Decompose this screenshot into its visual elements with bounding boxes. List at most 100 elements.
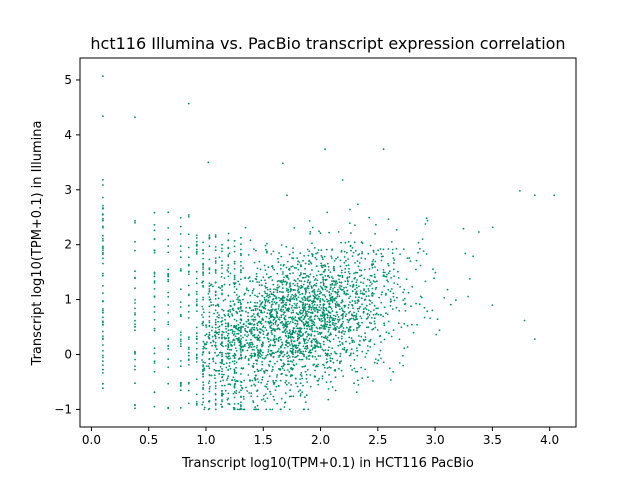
data-point — [331, 301, 334, 303]
data-point — [153, 249, 156, 252]
data-point — [278, 316, 281, 319]
data-point — [378, 335, 381, 338]
data-point — [415, 268, 417, 271]
data-point — [286, 299, 289, 302]
data-point — [287, 354, 290, 357]
data-point — [303, 280, 306, 283]
data-point — [202, 263, 205, 266]
data-point — [256, 301, 259, 304]
data-point — [307, 254, 310, 257]
data-point — [277, 257, 279, 260]
data-point — [232, 334, 235, 336]
data-point — [250, 352, 253, 355]
data-point — [351, 255, 354, 257]
data-point — [187, 381, 190, 384]
data-point — [305, 348, 308, 350]
data-point — [340, 360, 343, 362]
data-point — [349, 325, 352, 328]
data-point — [217, 326, 220, 329]
data-point — [311, 322, 313, 325]
data-point — [324, 268, 326, 271]
data-point — [472, 255, 474, 258]
data-point — [233, 291, 236, 294]
data-point — [102, 272, 104, 275]
data-point — [304, 267, 306, 270]
data-point — [308, 300, 310, 303]
data-point — [302, 311, 305, 313]
data-point — [285, 374, 287, 376]
data-point — [202, 375, 205, 378]
data-point — [356, 279, 358, 281]
data-point — [319, 303, 322, 306]
data-point — [388, 270, 391, 273]
data-point — [221, 342, 223, 344]
data-point — [389, 304, 392, 307]
data-point — [229, 304, 232, 307]
data-point — [400, 326, 403, 329]
data-point — [195, 401, 198, 403]
data-point — [216, 332, 218, 335]
data-point — [306, 335, 308, 338]
data-point — [371, 283, 373, 285]
data-point — [217, 354, 220, 356]
data-point — [201, 359, 203, 361]
data-point — [256, 390, 258, 392]
data-point — [202, 384, 205, 386]
data-point — [331, 249, 333, 251]
data-point — [346, 279, 349, 282]
data-point — [256, 344, 258, 347]
data-point — [287, 345, 289, 348]
data-point — [432, 268, 434, 271]
data-point — [201, 314, 203, 316]
data-point — [218, 328, 221, 331]
data-point — [328, 291, 331, 293]
data-point — [134, 404, 136, 407]
data-point — [277, 350, 280, 353]
data-point — [296, 354, 299, 357]
data-point — [187, 246, 190, 249]
data-point — [235, 337, 238, 340]
data-point — [322, 282, 325, 285]
data-point — [289, 375, 292, 378]
data-point — [241, 325, 243, 328]
data-point — [337, 320, 340, 323]
data-point — [214, 272, 217, 274]
data-point — [373, 320, 376, 323]
data-point — [322, 314, 324, 317]
data-point — [208, 290, 211, 292]
data-point — [386, 313, 389, 316]
data-point — [329, 312, 332, 314]
data-point — [287, 341, 290, 344]
data-point — [353, 382, 355, 385]
data-point — [233, 245, 236, 248]
data-point — [285, 308, 288, 311]
data-point — [293, 298, 296, 301]
data-point — [242, 408, 245, 411]
data-point — [253, 316, 256, 319]
data-point — [227, 322, 230, 325]
data-point — [393, 259, 396, 261]
data-point — [310, 308, 313, 311]
data-point — [279, 351, 281, 354]
data-point — [292, 353, 294, 356]
data-point — [259, 353, 262, 355]
data-point — [247, 374, 250, 376]
data-point — [233, 379, 236, 381]
data-point — [323, 366, 326, 369]
data-point — [311, 327, 313, 329]
data-point — [433, 277, 435, 280]
data-point — [217, 333, 220, 336]
data-point — [309, 295, 312, 298]
data-point — [326, 313, 328, 315]
data-point — [407, 291, 410, 294]
data-point — [221, 333, 223, 336]
data-point — [348, 330, 350, 333]
data-point — [247, 254, 250, 256]
data-point — [260, 279, 263, 282]
data-point — [375, 312, 378, 315]
data-point — [355, 271, 358, 274]
data-point — [269, 390, 271, 393]
data-point — [281, 343, 284, 346]
data-point — [324, 279, 327, 282]
data-point — [243, 323, 245, 325]
